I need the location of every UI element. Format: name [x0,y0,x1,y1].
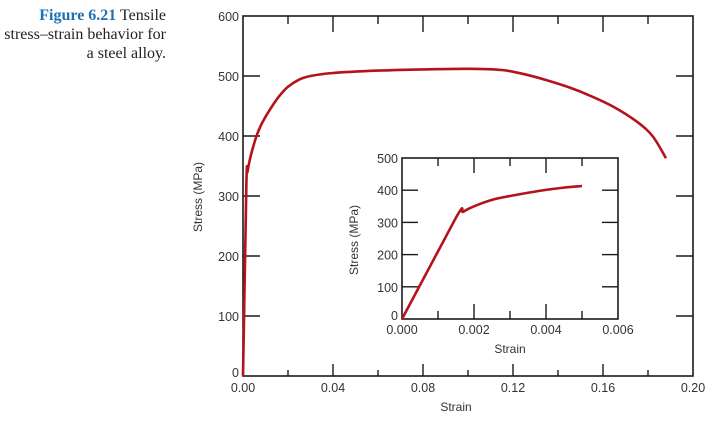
y-tick-label: 500 [377,152,398,166]
y-tick-label: 300 [377,216,398,230]
x-tick-label: 0.004 [530,323,561,337]
x-tick-label: 0.00 [231,381,255,395]
y-tick-label: 500 [218,70,239,84]
x-tick-label: 0.002 [458,323,489,337]
x-tick-label: 0.16 [591,381,615,395]
inset-tick-labels: 0.000 0.002 0.004 0.006 0 100 200 300 400 500 [377,152,634,337]
main-tick-labels: 0.00 0.04 0.08 0.12 0.16 0.20 0 100 200 300 400 500… [218,10,705,395]
y-tick-label: 100 [377,281,398,295]
main-x-axis-label: Strain [440,400,471,414]
x-tick-label: 0.08 [411,381,435,395]
y-tick-label: 600 [218,10,239,24]
x-tick-label: 0.20 [681,381,705,395]
x-tick-label: 0.006 [602,323,633,337]
inset-stress-strain-curve [400,184,583,320]
inset-plot: 0.000 0.002 0.004 0.006 0 100 200 300 400 500 Str… [347,152,634,356]
y-tick-label: 0 [232,366,239,380]
main-plot: 0.00 0.04 0.08 0.12 0.16 0.20 0 100 200 300 400 500… [191,10,705,414]
y-tick-label: 400 [377,184,398,198]
x-tick-label: 0.12 [501,381,525,395]
y-tick-label: 300 [218,190,239,204]
x-tick-label: 0.000 [386,323,417,337]
main-y-axis-label: Stress (MPa) [191,162,205,232]
y-tick-label: 200 [218,250,239,264]
figure-caption: Figure 6.21 Tensile stress–strain behavi… [0,6,166,63]
y-tick-label: 400 [218,130,239,144]
x-tick-label: 0.04 [321,381,345,395]
y-tick-label: 100 [218,310,239,324]
inset-ticks [402,158,618,319]
inset-y-axis-label: Stress (MPa) [347,205,361,275]
figure-label: Figure 6.21 [39,7,117,24]
y-tick-label: 0 [391,309,398,323]
y-tick-label: 200 [377,249,398,263]
inset-x-axis-label: Strain [494,342,525,356]
caption-text: Tensile stress–strain behavior for a ste… [4,7,166,62]
main-stress-strain-curve [241,67,668,377]
